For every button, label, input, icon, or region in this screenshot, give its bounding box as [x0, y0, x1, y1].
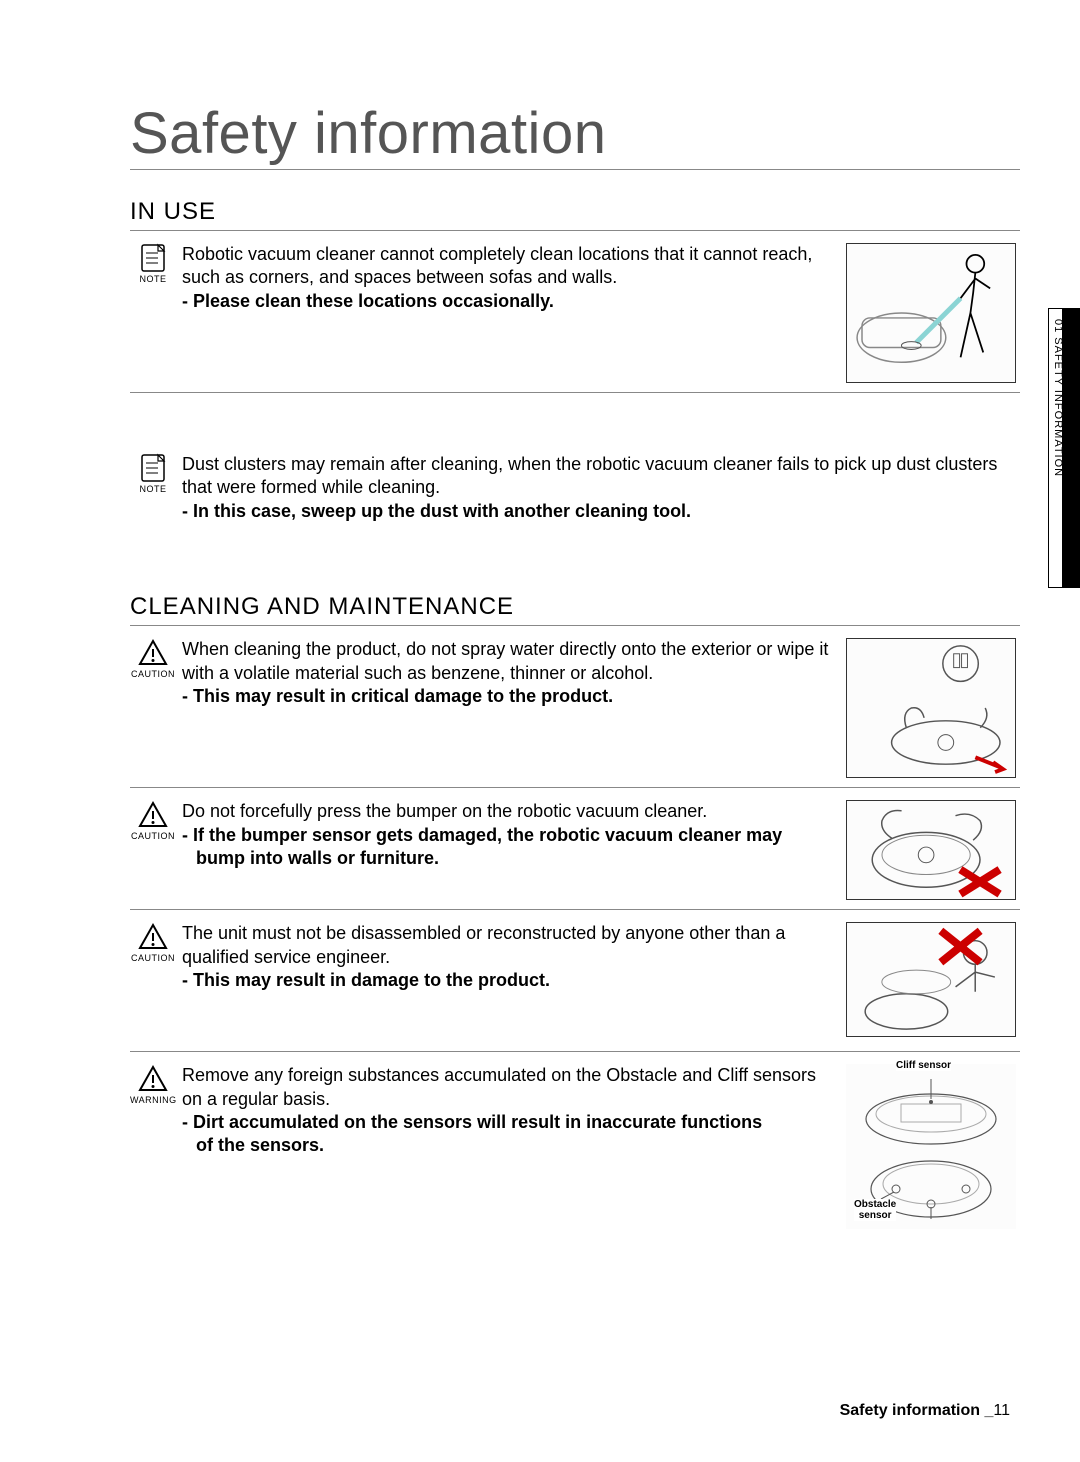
inuse-item-0: NOTE Robotic vacuum cleaner cannot compl… — [130, 243, 1020, 393]
inuse-item-1-text: Dust clusters may remain after cleaning,… — [182, 453, 1010, 523]
note-label: NOTE — [130, 274, 176, 284]
body-text: Remove any foreign substances accumulate… — [182, 1065, 816, 1108]
bold-sub-text: bump into walls or furniture. — [182, 847, 830, 870]
note-icon: NOTE — [130, 243, 176, 284]
body-text: When cleaning the product, do not spray … — [182, 639, 828, 682]
warning-icon: WARNING — [130, 1064, 176, 1105]
illustration-cleaning-person — [846, 243, 1016, 383]
cleaning-item-2-text: The unit must not be disassembled or rec… — [182, 922, 830, 992]
illustration-disassemble — [846, 922, 1016, 1037]
warning-label: WARNING — [130, 1095, 176, 1105]
note-icon: NOTE — [130, 453, 176, 494]
cleaning-item-3: WARNING Remove any foreign substances ac… — [130, 1064, 1020, 1234]
caution-icon: CAUTION — [130, 800, 176, 841]
section-cleaning-title: CLEANING AND MAINTENANCE — [130, 593, 1020, 626]
caution-label: CAUTION — [130, 669, 176, 679]
illustration-bumper-press — [846, 800, 1016, 900]
caution-label: CAUTION — [130, 831, 176, 841]
page-title: Safety information — [130, 100, 1020, 170]
bold-text: - Please clean these locations occasiona… — [182, 291, 554, 311]
footer-label: Safety information _ — [840, 1402, 994, 1419]
illustration-sensors: Cliff sensor Obstacle sensor — [846, 1064, 1016, 1229]
inuse-item-1: NOTE Dust clusters may remain after clea… — [130, 453, 1020, 533]
caution-label: CAUTION — [130, 953, 176, 963]
cleaning-item-3-text: Remove any foreign substances accumulate… — [182, 1064, 830, 1158]
bold-sub-text: of the sensors. — [182, 1134, 830, 1157]
caution-icon: CAUTION — [130, 922, 176, 963]
bold-text: - If the bumper sensor gets damaged, the… — [182, 825, 782, 845]
page-number: 11 — [993, 1402, 1010, 1419]
cleaning-item-0: CAUTION When cleaning the product, do no… — [130, 638, 1020, 788]
page-footer: Safety information _11 — [840, 1402, 1010, 1420]
bold-text: - Dirt accumulated on the sensors will r… — [182, 1112, 762, 1132]
bold-text: - This may result in damage to the produ… — [182, 970, 550, 990]
cleaning-item-0-text: When cleaning the product, do not spray … — [182, 638, 830, 708]
inuse-item-0-text: Robotic vacuum cleaner cannot completely… — [182, 243, 830, 313]
bold-text: - In this case, sweep up the dust with a… — [182, 501, 691, 521]
section-inuse-title: IN USE — [130, 198, 1020, 231]
caution-icon: CAUTION — [130, 638, 176, 679]
cleaning-item-1: CAUTION Do not forcefully press the bump… — [130, 800, 1020, 910]
illustration-spray-bottle — [846, 638, 1016, 778]
cleaning-item-2: CAUTION The unit must not be disassemble… — [130, 922, 1020, 1052]
page-content: Safety information IN USE NOTE Robotic v… — [0, 0, 1080, 1286]
body-text: The unit must not be disassembled or rec… — [182, 923, 785, 966]
note-label: NOTE — [130, 484, 176, 494]
obstacle-sensor-label: Obstacle sensor — [854, 1199, 896, 1221]
body-text: Do not forcefully press the bumper on th… — [182, 801, 707, 821]
body-text: Dust clusters may remain after cleaning,… — [182, 454, 997, 497]
bold-text: - This may result in critical damage to … — [182, 686, 613, 706]
cliff-sensor-label: Cliff sensor — [896, 1060, 951, 1071]
cleaning-item-1-text: Do not forcefully press the bumper on th… — [182, 800, 830, 870]
body-text: Robotic vacuum cleaner cannot completely… — [182, 244, 812, 287]
